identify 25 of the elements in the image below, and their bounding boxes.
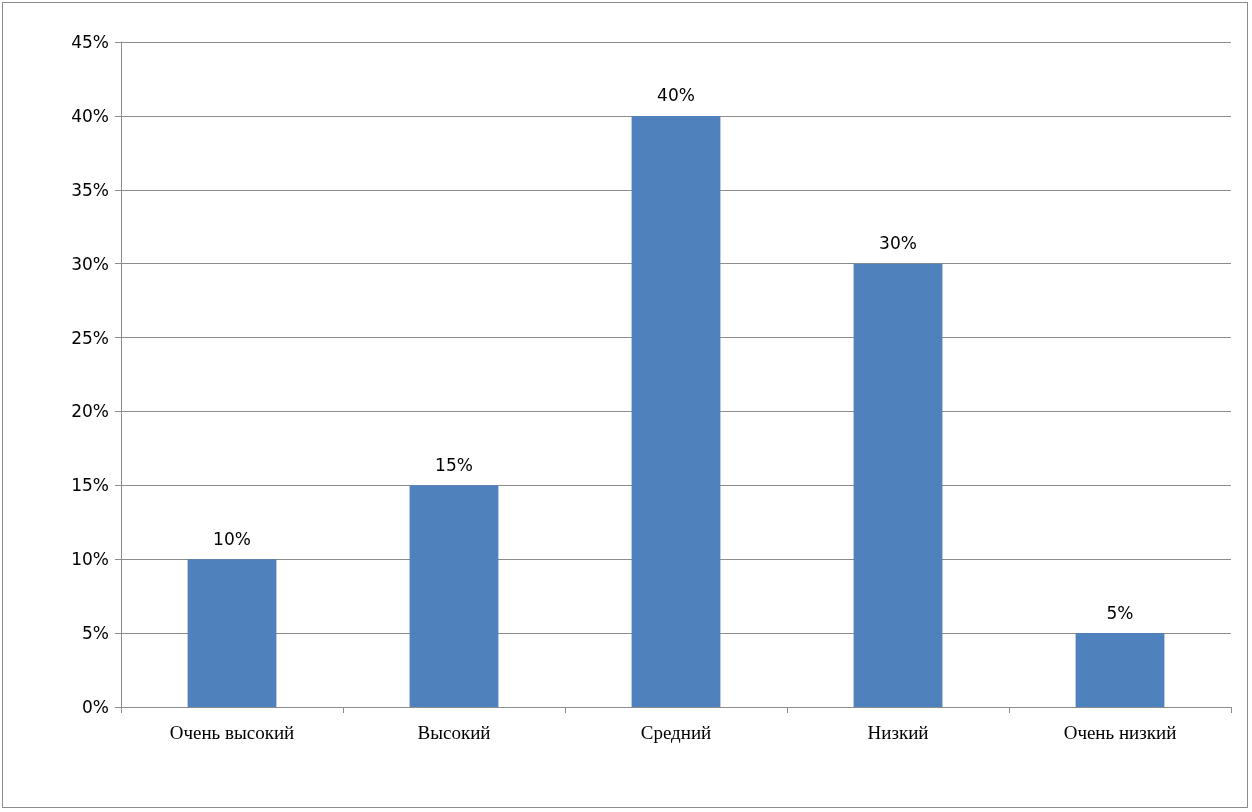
data-label: 30% bbox=[879, 233, 917, 254]
y-tick-label: 25% bbox=[71, 327, 109, 348]
data-label: 5% bbox=[1106, 602, 1134, 623]
x-tick-label: Низкий bbox=[867, 722, 929, 743]
bar bbox=[187, 559, 277, 707]
y-tick-label: 15% bbox=[71, 475, 109, 496]
x-tick-label: Очень высокий bbox=[169, 722, 295, 743]
y-tick-label: 10% bbox=[71, 549, 109, 570]
bar bbox=[1075, 633, 1165, 707]
data-label: 10% bbox=[213, 528, 251, 549]
y-tick-label: 30% bbox=[71, 253, 109, 274]
bar bbox=[853, 263, 943, 707]
x-tick-label: Средний bbox=[640, 722, 712, 743]
y-tick-label: 5% bbox=[82, 623, 109, 644]
bar bbox=[631, 115, 721, 707]
y-tick-label: 0% bbox=[82, 697, 109, 717]
x-tick-label: Очень низкий bbox=[1063, 722, 1177, 743]
bar bbox=[409, 485, 499, 707]
x-tick-label: Высокий bbox=[417, 722, 491, 743]
data-label: 40% bbox=[657, 85, 695, 106]
y-tick-label: 20% bbox=[71, 401, 109, 422]
y-tick-label: 40% bbox=[71, 105, 109, 126]
y-tick-label: 35% bbox=[71, 179, 109, 200]
y-tick-label: 45% bbox=[71, 32, 109, 52]
data-label: 15% bbox=[435, 454, 473, 475]
